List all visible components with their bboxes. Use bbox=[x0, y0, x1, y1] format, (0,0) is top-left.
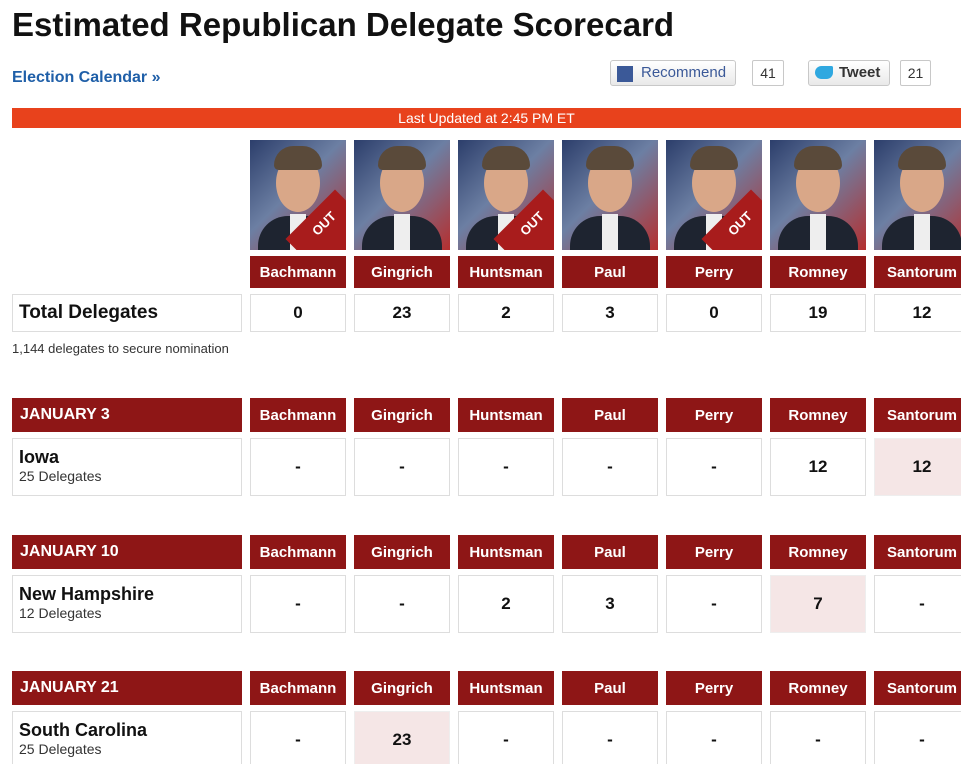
contest-value: - bbox=[250, 711, 346, 764]
hair bbox=[794, 146, 842, 170]
contest-value: - bbox=[250, 438, 346, 496]
hair bbox=[274, 146, 322, 170]
hair bbox=[378, 146, 426, 170]
contest-value: 12 bbox=[770, 438, 866, 496]
page-title: Estimated Republican Delegate Scorecard bbox=[12, 6, 674, 44]
state-delegates: 12 Delegates bbox=[19, 605, 241, 621]
contest-value: - bbox=[666, 711, 762, 764]
contest-value: - bbox=[458, 438, 554, 496]
contest-value: - bbox=[770, 711, 866, 764]
candidate-header: Santorum bbox=[874, 398, 961, 432]
candidate-header: Bachmann bbox=[250, 398, 346, 432]
total-value: 3 bbox=[562, 294, 658, 332]
candidate-header: Gingrich bbox=[354, 671, 450, 705]
collar bbox=[394, 214, 410, 250]
contest-value: - bbox=[874, 711, 961, 764]
candidate-header: Huntsman bbox=[458, 671, 554, 705]
contest-value: 23 bbox=[354, 711, 450, 764]
totals-label: Total Delegates bbox=[12, 294, 242, 332]
candidate-header: Perry bbox=[666, 671, 762, 705]
candidate-header: Bachmann bbox=[250, 671, 346, 705]
candidate-header: Santorum bbox=[874, 256, 961, 288]
contest-value: 7 bbox=[770, 575, 866, 633]
total-value: 0 bbox=[250, 294, 346, 332]
facebook-icon bbox=[617, 66, 633, 82]
hair bbox=[482, 146, 530, 170]
candidate-header: Bachmann bbox=[250, 256, 346, 288]
contest-value: - bbox=[666, 575, 762, 633]
state-delegates: 25 Delegates bbox=[19, 741, 241, 757]
collar bbox=[810, 214, 826, 250]
candidate-photo: OUT bbox=[458, 140, 554, 250]
contest-date: JANUARY 21 bbox=[12, 671, 242, 705]
candidate-header: Perry bbox=[666, 256, 762, 288]
state-name: New Hampshire bbox=[19, 584, 241, 605]
candidate-header: Bachmann bbox=[250, 535, 346, 569]
candidate-header: Romney bbox=[770, 535, 866, 569]
candidate-photo bbox=[770, 140, 866, 250]
candidate-header: Gingrich bbox=[354, 535, 450, 569]
contest-value: - bbox=[354, 575, 450, 633]
candidate-header: Romney bbox=[770, 671, 866, 705]
collar bbox=[602, 214, 618, 250]
candidate-header: Paul bbox=[562, 535, 658, 569]
total-value: 23 bbox=[354, 294, 450, 332]
collar bbox=[914, 214, 930, 250]
state-delegates: 25 Delegates bbox=[19, 468, 241, 484]
candidate-photo bbox=[874, 140, 961, 250]
state-name: South Carolina bbox=[19, 720, 241, 741]
candidate-header: Romney bbox=[770, 398, 866, 432]
contest-date: JANUARY 10 bbox=[12, 535, 242, 569]
twitter-icon bbox=[815, 66, 833, 79]
candidate-photo bbox=[354, 140, 450, 250]
candidate-photo: OUT bbox=[666, 140, 762, 250]
candidate-photo: OUT bbox=[250, 140, 346, 250]
candidate-photo bbox=[562, 140, 658, 250]
candidate-header: Paul bbox=[562, 256, 658, 288]
candidate-header: Huntsman bbox=[458, 256, 554, 288]
candidate-header: Huntsman bbox=[458, 535, 554, 569]
total-value: 0 bbox=[666, 294, 762, 332]
calendar-link[interactable]: Election Calendar » bbox=[12, 69, 161, 87]
contest-value: - bbox=[458, 711, 554, 764]
tweet-count: 21 bbox=[900, 60, 931, 86]
candidate-header: Santorum bbox=[874, 535, 961, 569]
candidate-header: Perry bbox=[666, 398, 762, 432]
candidate-header: Romney bbox=[770, 256, 866, 288]
candidate-header: Gingrich bbox=[354, 256, 450, 288]
updated-bar: Last Updated at 2:45 PM ET bbox=[12, 108, 961, 128]
contest-value: 2 bbox=[458, 575, 554, 633]
contest-value: 12 bbox=[874, 438, 961, 496]
candidate-header: Paul bbox=[562, 671, 658, 705]
contest-value: - bbox=[250, 575, 346, 633]
candidate-header: Huntsman bbox=[458, 398, 554, 432]
candidate-header: Paul bbox=[562, 398, 658, 432]
hair bbox=[690, 146, 738, 170]
contest-value: - bbox=[666, 438, 762, 496]
total-value: 2 bbox=[458, 294, 554, 332]
contest-value: - bbox=[562, 438, 658, 496]
nomination-note: 1,144 delegates to secure nomination bbox=[12, 341, 229, 356]
candidate-header: Perry bbox=[666, 535, 762, 569]
contest-value: - bbox=[874, 575, 961, 633]
recommend-count: 41 bbox=[752, 60, 784, 86]
contest-value: - bbox=[562, 711, 658, 764]
candidate-header: Gingrich bbox=[354, 398, 450, 432]
contest-date: JANUARY 3 bbox=[12, 398, 242, 432]
page: Estimated Republican Delegate Scorecard … bbox=[0, 0, 961, 764]
contest-value: 3 bbox=[562, 575, 658, 633]
total-value: 19 bbox=[770, 294, 866, 332]
state-name: Iowa bbox=[19, 447, 241, 468]
contest-value: - bbox=[354, 438, 450, 496]
total-value: 12 bbox=[874, 294, 961, 332]
hair bbox=[586, 146, 634, 170]
hair bbox=[898, 146, 946, 170]
candidate-header: Santorum bbox=[874, 671, 961, 705]
